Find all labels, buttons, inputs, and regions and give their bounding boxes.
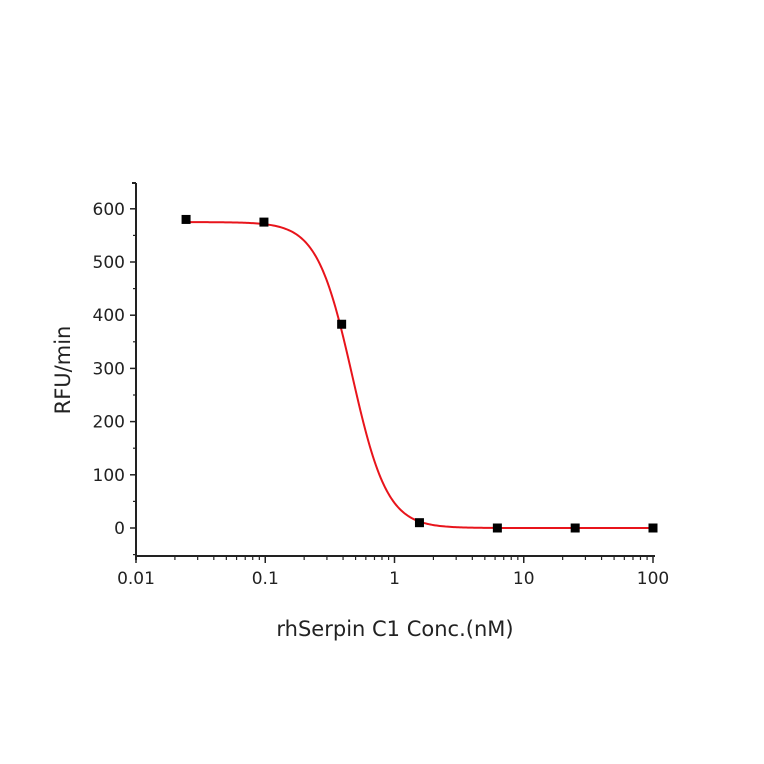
data-points (181, 214, 658, 533)
y-tick-label: 600 (93, 200, 125, 220)
y-tick-label: 200 (93, 413, 125, 433)
y-tick-label: 300 (93, 359, 125, 379)
x-tick-label: 0.1 (252, 569, 279, 589)
x-axis-title: rhSerpin C1 Conc.(nM) (276, 617, 513, 641)
fit-curve-path (186, 221, 653, 529)
data-point-marker (337, 319, 347, 329)
fit-curve (186, 221, 653, 529)
x-tick-label: 1 (389, 569, 400, 589)
data-point-marker (414, 518, 424, 528)
data-point-marker (181, 214, 191, 224)
data-point-marker (259, 217, 269, 227)
axes: 0 100 200 300 400 500 600 0.01 0.1 1 10 100 (93, 182, 669, 589)
data-point-marker (570, 523, 580, 533)
y-tick-label: 500 (93, 253, 125, 273)
data-point-marker (492, 523, 502, 533)
y-tick-label: 100 (93, 466, 125, 486)
data-point-marker (648, 523, 658, 533)
y-axis-title: RFU/min (51, 326, 75, 415)
x-tick-label: 0.01 (117, 569, 155, 589)
x-tick-label: 100 (637, 569, 669, 589)
y-tick-label: 400 (93, 306, 125, 326)
x-tick-label: 10 (513, 569, 535, 589)
y-tick-label: 0 (114, 519, 125, 539)
